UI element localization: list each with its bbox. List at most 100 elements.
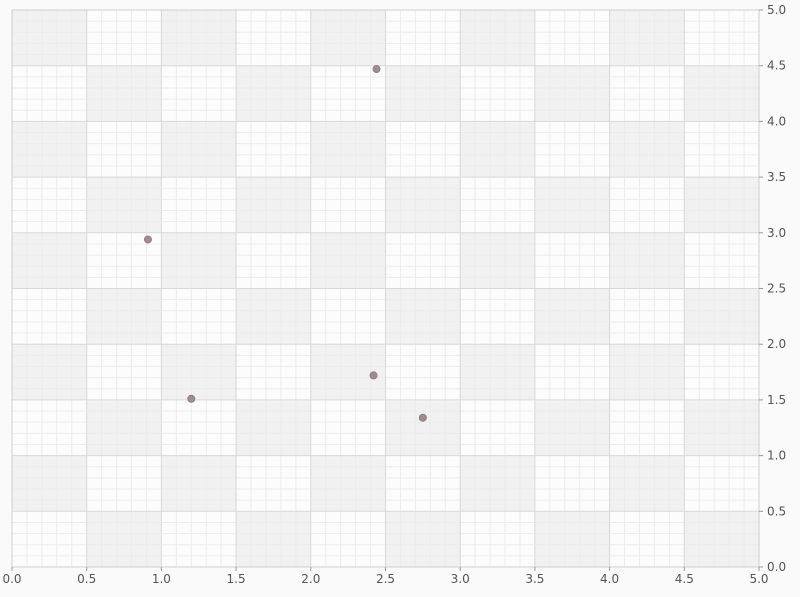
background-band xyxy=(161,288,237,345)
background-band xyxy=(236,177,311,233)
background-band xyxy=(236,288,311,345)
background-band xyxy=(161,399,237,456)
y-tick-label: 2.5 xyxy=(767,282,786,296)
background-band xyxy=(609,177,685,233)
background-band xyxy=(86,65,162,122)
background-band xyxy=(460,121,535,178)
background-band xyxy=(385,232,461,289)
x-tick-label: 0.5 xyxy=(77,572,96,586)
data-point xyxy=(369,371,378,380)
background-bands xyxy=(12,10,759,567)
background-band xyxy=(310,288,386,345)
x-tick-label: 3.0 xyxy=(451,572,470,586)
background-band xyxy=(385,10,461,66)
background-band xyxy=(161,511,237,567)
background-band xyxy=(12,455,87,512)
background-band xyxy=(12,344,87,400)
background-band xyxy=(684,10,759,66)
y-tick-label: 1.5 xyxy=(767,393,786,407)
background-band xyxy=(460,177,535,233)
background-band xyxy=(12,10,87,66)
background-band xyxy=(609,344,685,400)
background-band xyxy=(161,177,237,233)
background-band xyxy=(86,177,162,233)
background-band xyxy=(460,288,535,345)
background-band xyxy=(385,455,461,512)
background-band xyxy=(534,288,610,345)
background-band xyxy=(609,232,685,289)
data-point xyxy=(418,413,427,422)
x-tick-label: 3.5 xyxy=(525,572,544,586)
background-band xyxy=(684,344,759,400)
background-band xyxy=(86,288,162,345)
background-band xyxy=(684,65,759,122)
x-tick-label: 2.5 xyxy=(376,572,395,586)
background-band xyxy=(684,121,759,178)
background-band xyxy=(534,344,610,400)
background-band xyxy=(236,65,311,122)
background-band xyxy=(236,455,311,512)
background-band xyxy=(460,455,535,512)
background-band xyxy=(236,232,311,289)
background-band xyxy=(684,455,759,512)
background-band xyxy=(609,121,685,178)
background-band xyxy=(310,455,386,512)
background-band xyxy=(310,121,386,178)
background-band xyxy=(236,10,311,66)
background-band xyxy=(684,288,759,345)
background-band xyxy=(385,344,461,400)
background-band xyxy=(310,511,386,567)
background-band xyxy=(86,399,162,456)
background-band xyxy=(460,232,535,289)
x-tick-label: 2.0 xyxy=(301,572,320,586)
background-band xyxy=(12,177,87,233)
background-band xyxy=(12,65,87,122)
x-tick-label: 4.0 xyxy=(600,572,619,586)
data-point xyxy=(187,394,196,403)
y-tick-label: 2.0 xyxy=(767,337,786,351)
background-band xyxy=(684,232,759,289)
background-band xyxy=(684,177,759,233)
y-tick-label: 4.0 xyxy=(767,114,786,128)
background-band xyxy=(161,344,237,400)
background-band xyxy=(609,10,685,66)
background-band xyxy=(161,65,237,122)
y-tick-label: 5.0 xyxy=(767,3,786,17)
y-tick-label: 1.0 xyxy=(767,449,786,463)
background-band xyxy=(534,65,610,122)
y-tick-label: 3.5 xyxy=(767,170,786,184)
background-band xyxy=(385,399,461,456)
background-band xyxy=(385,65,461,122)
background-band xyxy=(385,288,461,345)
x-tick-label: 4.5 xyxy=(675,572,694,586)
background-band xyxy=(385,511,461,567)
background-band xyxy=(460,344,535,400)
background-band xyxy=(534,399,610,456)
data-point xyxy=(372,65,381,74)
background-band xyxy=(86,455,162,512)
background-band xyxy=(609,511,685,567)
x-tick-label: 5.0 xyxy=(749,572,768,586)
y-tick-label: 3.0 xyxy=(767,226,786,240)
background-band xyxy=(385,177,461,233)
y-tick-label: 0.5 xyxy=(767,504,786,518)
background-band xyxy=(310,10,386,66)
background-band xyxy=(534,511,610,567)
background-band xyxy=(236,399,311,456)
background-band xyxy=(161,121,237,178)
background-band xyxy=(534,177,610,233)
background-band xyxy=(684,511,759,567)
background-band xyxy=(12,232,87,289)
background-band xyxy=(460,399,535,456)
background-band xyxy=(161,232,237,289)
background-band xyxy=(12,121,87,178)
x-axis-ticks: 0.0 0.5 1.0 1.5 2.0 2.5 3.0 3.5 4.0 4.5 5.0 xyxy=(2,567,769,586)
y-axis-ticks: 0.0 0.5 1.0 1.5 2.0 2.5 3.0 3.5 4.0 4.5 5.0 xyxy=(759,3,786,574)
x-tick-label: 0.0 xyxy=(2,572,21,586)
background-band xyxy=(12,399,87,456)
background-band xyxy=(236,344,311,400)
background-band xyxy=(534,455,610,512)
background-band xyxy=(609,399,685,456)
background-band xyxy=(684,399,759,456)
